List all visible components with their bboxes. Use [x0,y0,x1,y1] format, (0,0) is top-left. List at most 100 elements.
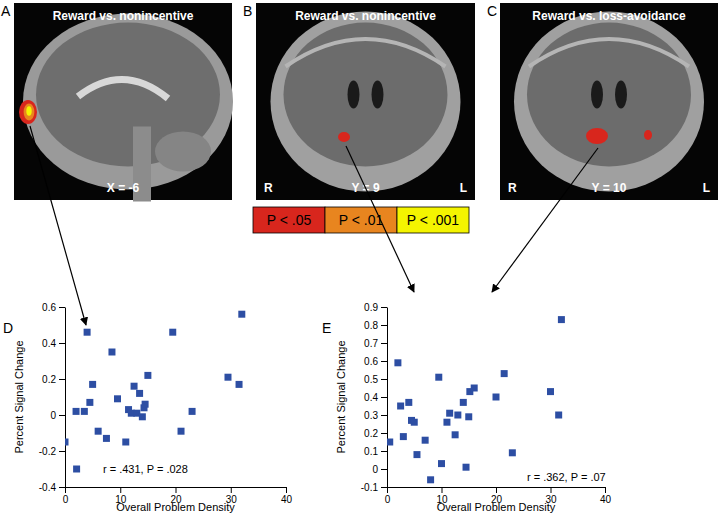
scatter-point [558,316,565,323]
x-tick-mark [65,487,66,493]
legend-swatch [397,207,469,233]
x-tick-mark [120,487,121,493]
slice-label: X = -6 [107,181,140,195]
points [387,316,565,483]
scatter-point [189,408,196,415]
brain-image-background [14,3,232,200]
scatter-point [387,439,393,446]
y-tick-mark [381,469,387,470]
scatter-point [114,395,121,402]
brain-panel: Reward vs. nonincentiveY = 9RL [256,3,475,200]
y-tick-label: -0.4 [39,482,57,493]
y-tick-mark [381,343,387,344]
y-tick-mark [59,307,65,308]
y-tick: 0.3 [364,410,387,421]
panel-letter: A [1,3,11,19]
figure: Reward vs. nonincentive X = -6 A Reward vs.… [0,0,720,513]
y-axis: -0.100.10.20.30.40.50.60.70.80.9 [361,302,388,493]
scatter-point [493,394,500,401]
y-tick-label: 0.6 [42,302,56,313]
scatter-point [438,460,445,467]
scatter-point [95,428,102,435]
y-tick: -0.1 [361,482,387,493]
panel-letter: C [487,3,497,19]
scatter-point [81,408,88,415]
y-tick-mark [59,451,65,452]
y-tick-label: -0.1 [361,482,379,493]
scatter-point [394,359,401,366]
y-tick-mark [59,487,65,488]
cerebellum [155,132,211,172]
y-tick-label: 0.2 [364,428,378,439]
y-tick-mark [381,325,387,326]
y-tick-label: 0.4 [42,338,56,349]
scatter-point [224,374,231,381]
y-tick-label: 0 [50,410,56,421]
y-axis-title: Percent Signal Change [13,340,25,453]
y-tick-label: 0.2 [42,374,56,385]
ventricle [372,81,384,109]
y-tick-mark [381,397,387,398]
y-tick: 0.8 [364,320,387,331]
y-axis-line [65,308,66,488]
y-tick: 0 [50,410,65,421]
panel-title: Reward vs. nonincentive [53,9,194,23]
orientation-label: R [508,181,517,195]
y-tick: 0.2 [364,428,387,439]
arrow [30,126,86,325]
panel-letter: B [243,3,252,19]
y-tick-mark [381,307,387,308]
scatter-point [400,433,407,440]
y-tick-label: 0.5 [364,374,378,385]
scatter-point [471,385,478,392]
activation-cluster [644,130,652,140]
ventricle [348,81,360,109]
scatter-point [422,437,429,444]
scatter-point [89,381,96,388]
y-tick: 0.7 [364,338,387,349]
y-tick-label: 0.1 [364,446,378,457]
x-tick-mark [551,487,552,493]
head-outline [271,12,461,192]
scatter-point [405,399,412,406]
brain-panel: Reward vs. loss-avoidanceY = 10RL [500,3,718,200]
arrow [346,146,414,292]
scatter-point [144,372,151,379]
x-tick-mark [387,487,388,493]
orientation-label: L [460,181,467,195]
x-tick: 0 [63,487,69,505]
panel-title: Reward vs. loss-avoidance [532,9,686,23]
scatter-point [460,399,467,406]
y-tick-mark [381,415,387,416]
ventricle [591,81,603,109]
y-tick-mark [59,415,65,416]
legend-swatch [253,207,325,233]
scatter-point [427,476,434,483]
activation-cluster [24,104,35,121]
y-tick: -0.2 [39,446,65,457]
y-axis-title: Percent Signal Change [335,340,347,453]
scatter-point [452,431,459,438]
activation-cluster [19,100,37,124]
scatter-point [509,449,516,456]
y-tick: 0.6 [364,356,387,367]
scatter-point [547,388,554,395]
annotation: r = .362, P = .07 [527,471,606,483]
legend-label: P < .05 [267,212,312,228]
x-tick-mark [496,487,497,493]
y-axis-line [387,308,388,488]
scatter-chart: D010203040-0.4-0.200.20.40.6Overall Prob… [3,302,292,513]
x-tick-label: 0 [63,494,69,505]
scatter-point [236,381,243,388]
scatter-point [555,412,562,419]
y-tick-label: 0 [372,464,378,475]
panel-letter: D [3,320,13,336]
legend-swatch [325,207,397,233]
x-tick-mark [442,487,443,493]
activation-cluster [26,106,31,116]
legend-label: P < .01 [339,212,384,228]
scatter-point [413,451,420,458]
x-tick-mark [231,487,232,493]
y-tick: 0 [372,464,387,475]
legend-label: P < .001 [407,212,460,228]
